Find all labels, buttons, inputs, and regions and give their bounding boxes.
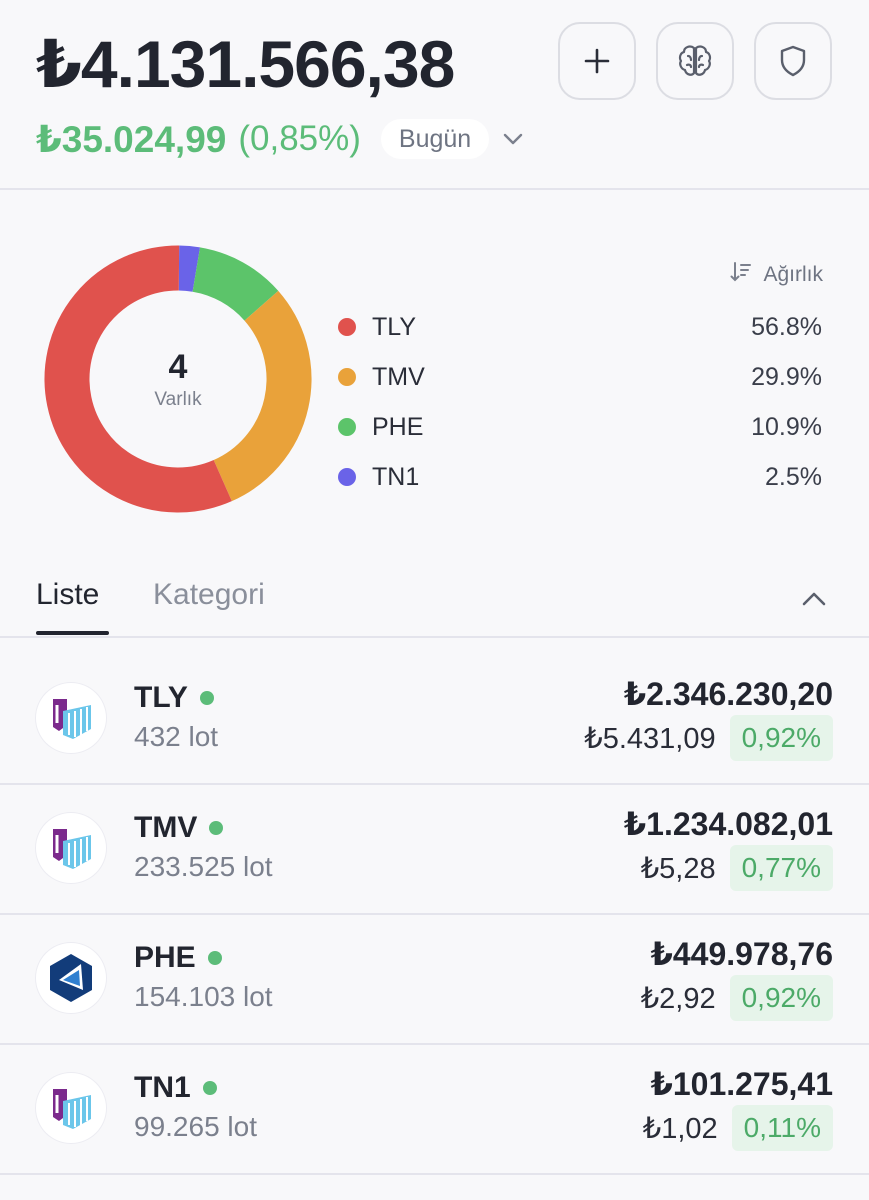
holding-value: ₺101.275,41 [650,1066,833,1102]
change-badge: 0,77% [729,845,833,891]
legend-item[interactable]: PHE 10.9% [338,402,822,452]
price-line: ₺1,02 0,11% [643,1105,833,1151]
legend-percent: 10.9% [751,412,822,441]
ticker-symbol: PHE [134,941,196,974]
legend-percent: 56.8% [751,312,822,341]
daily-change-percent: (0,85%) [238,119,361,158]
legend-name: TLY [372,312,416,341]
allocation-donut-chart: 4 Varlık [44,245,312,513]
daily-change-amount: ₺35.024,99 [36,118,227,160]
donut-slice-tn1[interactable] [178,245,201,292]
price-line: ₺5.431,09 0,92% [584,715,833,761]
sort-label: Ağırlık [763,263,823,286]
view-tabs: Liste Kategori [0,560,869,638]
stacked-bars-logo-icon [36,683,106,753]
market-open-dot [209,821,224,835]
change-badge: 0,11% [731,1105,833,1151]
portfolio-total-value: ₺4.131.566,38 [36,27,455,101]
stacked-bars-logo-icon [36,813,106,883]
ticker-symbol: TLY [134,681,188,714]
holdings-list: TLY 432 lot ₺2.346.230,20 ₺5.431,09 0,92… [0,655,869,1175]
plus-icon [582,46,612,76]
ticker-symbol: TN1 [134,1071,191,1104]
holding-value: ₺2.346.230,20 [623,676,833,712]
price-line: ₺5,28 0,77% [641,845,833,891]
asset-count-label: Varlık [154,389,202,410]
holding-row[interactable]: TN1 99.265 lot ₺101.275,41 ₺1,02 0,11% [0,1045,869,1175]
legend-name: TMV [372,362,425,391]
legend-item[interactable]: TN1 2.5% [338,452,822,502]
donut-slice-tmv[interactable] [213,290,312,502]
shield-icon [778,44,808,78]
ticker-line: TLY [134,681,214,715]
lot-count: 432 lot [134,721,219,752]
holding-value: ₺1.234.082,01 [623,806,833,842]
ticker-symbol: TMV [134,811,198,844]
lot-count: 154.103 lot [134,981,273,1012]
lot-count: 233.525 lot [134,851,273,882]
price-line: ₺2,92 0,92% [641,975,833,1021]
change-badge: 0,92% [729,975,833,1021]
stacked-bars-logo-icon [36,1073,106,1143]
holding-value: ₺449.978,76 [650,936,833,972]
donut-slice-phe[interactable] [191,247,279,322]
ticker-line: PHE [134,941,222,975]
legend-name: PHE [372,412,424,441]
donut-center: 4 Varlık [44,245,312,513]
market-open-dot [199,691,214,705]
legend-color-dot [338,468,356,486]
chevron-down-icon[interactable] [503,129,523,149]
active-tab-indicator [36,631,109,635]
legend-name: TN1 [372,462,420,491]
donut-svg [44,245,312,513]
holding-row[interactable]: TMV 233.525 lot ₺1.234.082,01 ₺5,28 0,77… [0,785,869,915]
market-open-dot [202,1081,217,1095]
ticker-line: TMV [134,811,224,845]
security-button[interactable] [754,22,832,100]
period-label: Bugün [398,124,472,153]
tab-kategori[interactable]: Kategori [153,578,265,611]
unit-price: ₺2,92 [640,982,716,1015]
legend-color-dot [338,318,356,336]
unit-price: ₺5,28 [640,852,716,885]
legend-color-dot [338,418,356,436]
change-badge: 0,92% [729,715,833,761]
hexagon-logo-icon [36,943,106,1013]
legend-percent: 29.9% [751,362,822,391]
sort-descending-icon [729,260,763,290]
daily-change-row: ₺35.024,99 (0,85%) Bugün [36,116,523,162]
legend-color-dot [338,368,356,386]
chevron-up-icon[interactable] [799,584,829,614]
brain-icon [676,43,714,79]
market-open-dot [207,951,222,965]
add-button[interactable] [558,22,636,100]
portfolio-header: ₺4.131.566,38 ₺35.024,99 (0,85%) Bugün [0,0,869,190]
period-selector[interactable]: Bugün [380,119,490,159]
unit-price: ₺5.431,09 [584,722,716,755]
legend-percent: 2.5% [765,462,822,491]
sort-by-weight[interactable]: Ağırlık [729,260,823,290]
tab-liste[interactable]: Liste [36,578,100,611]
holding-row[interactable]: PHE 154.103 lot ₺449.978,76 ₺2,92 0,92% [0,915,869,1045]
unit-price: ₺1,02 [642,1112,718,1145]
ai-insights-button[interactable] [656,22,734,100]
asset-count: 4 [168,348,188,386]
legend-item[interactable]: TLY 56.8% [338,302,822,352]
donut-slice-tly[interactable] [44,245,232,513]
ticker-line: TN1 [134,1071,217,1105]
legend-item[interactable]: TMV 29.9% [338,352,822,402]
holding-row[interactable]: TLY 432 lot ₺2.346.230,20 ₺5.431,09 0,92… [0,655,869,785]
lot-count: 99.265 lot [134,1111,257,1142]
allocation-legend: TLY 56.8% TMV 29.9% PHE 10.9% TN1 2.5% [338,302,822,502]
